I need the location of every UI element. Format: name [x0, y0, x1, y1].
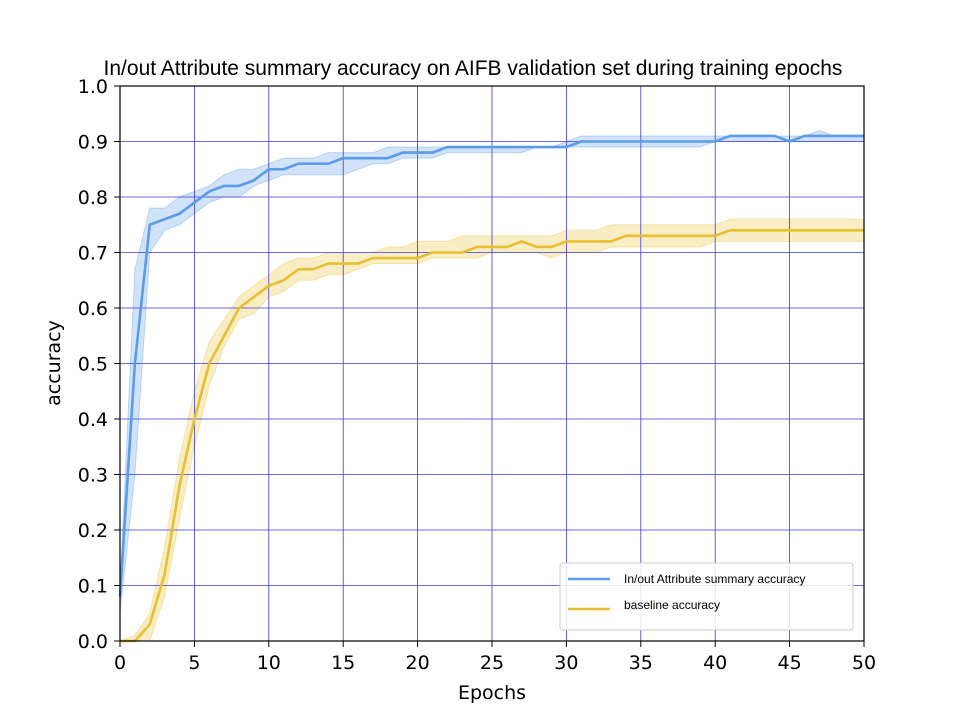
x-tick-label-8: 40 — [703, 652, 727, 674]
y-tick-label-10: 1.0 — [78, 76, 108, 98]
y-tick-label-3: 0.3 — [78, 465, 108, 487]
series-lines — [118, 134, 864, 643]
legend: In/out Attribute summary accuracy baseli… — [559, 562, 854, 631]
y-tick-label-1: 0.1 — [78, 576, 108, 598]
x-tick-label-10: 50 — [852, 652, 876, 674]
x-tick-label-7: 35 — [629, 652, 653, 674]
x-tick-label-5: 25 — [480, 652, 504, 674]
y-tick-label-0: 0.0 — [78, 631, 108, 653]
legend-box — [559, 562, 854, 631]
y-tick-label-6: 0.6 — [78, 298, 108, 320]
x-tick-label-1: 5 — [188, 652, 200, 674]
y-axis-ticks: 0.0 0.1 0.2 0.3 0.4 0.5 0.6 0.7 0.8 0.9 1.0 — [78, 76, 120, 653]
x-axis-label: Epochs — [458, 682, 526, 704]
chart-title: In/out Attribute summary accuracy on AIF… — [104, 57, 843, 80]
legend-label-inout: In/out Attribute summary accuracy — [624, 572, 805, 586]
x-tick-label-3: 15 — [331, 652, 355, 674]
x-tick-label-4: 20 — [406, 652, 430, 674]
x-tick-label-9: 45 — [778, 652, 802, 674]
y-tick-label-9: 0.9 — [78, 132, 108, 154]
series-line-0 — [118, 134, 864, 597]
y-tick-label-5: 0.5 — [78, 354, 108, 376]
x-axis-ticks: 0 5 10 15 20 25 30 35 40 45 50 — [114, 641, 876, 674]
x-tick-label-0: 0 — [114, 652, 126, 674]
legend-label-baseline: baseline accuracy — [624, 598, 720, 612]
series-line-1 — [120, 229, 864, 643]
y-axis-label: accuracy — [43, 320, 65, 406]
y-tick-label-8: 0.8 — [78, 187, 108, 209]
x-tick-label-2: 10 — [257, 652, 281, 674]
x-tick-label-6: 30 — [554, 652, 578, 674]
y-tick-label-4: 0.4 — [78, 409, 108, 431]
y-tick-label-2: 0.2 — [78, 520, 108, 542]
y-tick-label-7: 0.7 — [78, 243, 108, 265]
